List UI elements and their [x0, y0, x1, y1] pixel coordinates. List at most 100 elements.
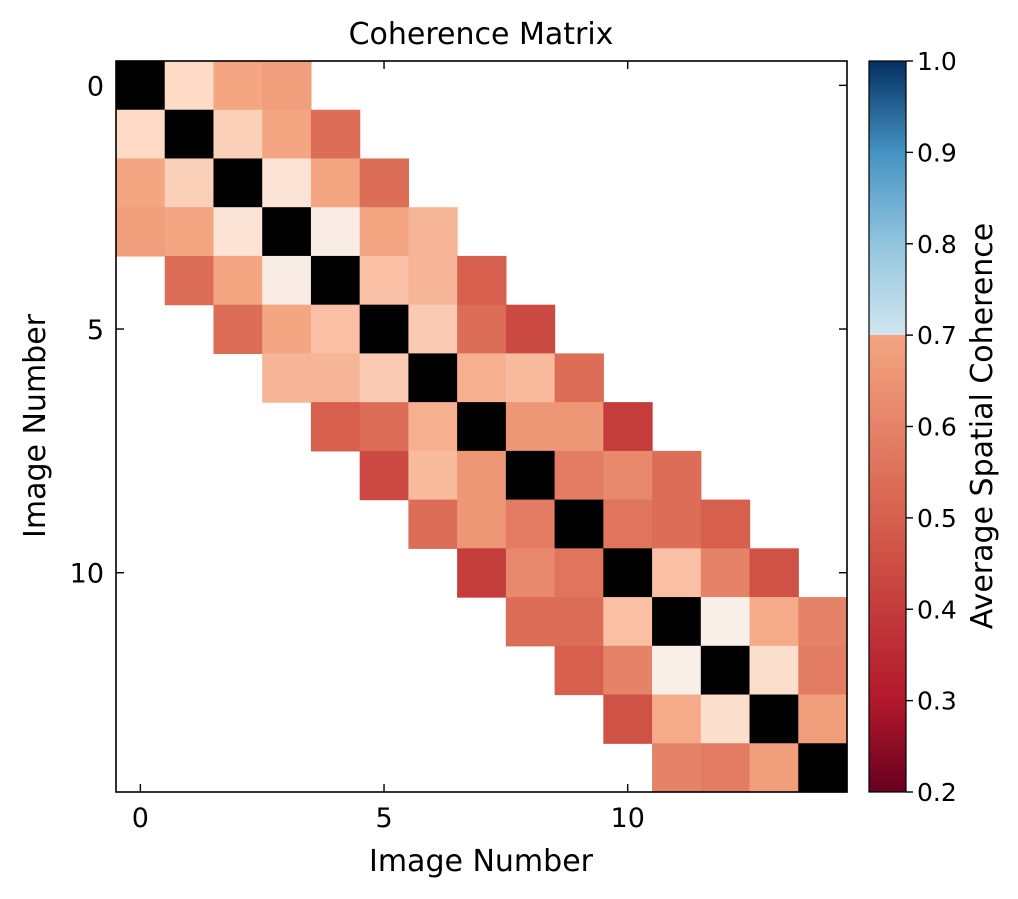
heatmap-cell: [408, 207, 458, 257]
heatmap-cell: [457, 450, 507, 501]
colorbar-tick-label: 0.7: [917, 321, 957, 350]
heatmap-cell: [164, 255, 215, 306]
heatmap-cell: [554, 597, 604, 647]
y-axis-ticks: 0 5 10: [70, 71, 847, 590]
diagonal-cell: [457, 402, 507, 452]
diagonal-cell: [554, 499, 604, 549]
colorbar-tick-label: 0.6: [917, 413, 957, 442]
heatmap-cell: [603, 645, 653, 696]
chart-title: Coherence Matrix: [349, 17, 614, 52]
colorbar-tick-label: 0.2: [917, 778, 957, 807]
heatmap-cell: [505, 499, 556, 549]
heatmap-cell: [408, 402, 458, 452]
colorbar-tick-label: 1.0: [917, 47, 957, 76]
heatmap-cell: [603, 694, 653, 744]
diagonal-cell: [603, 548, 653, 598]
heatmap-cell: [700, 548, 751, 598]
heatmap-cell: [603, 402, 653, 452]
heatmap-cell: [310, 353, 361, 403]
diagonal-cell: [116, 61, 166, 111]
heatmap-cell: [213, 109, 263, 160]
heatmap-cell: [652, 548, 702, 598]
x-tick-label: 5: [375, 803, 392, 834]
heatmap-cell: [700, 597, 751, 647]
y-axis-label: Image Number: [18, 313, 53, 538]
y-tick-label: 0: [87, 71, 104, 102]
heatmap-cell: [262, 61, 312, 111]
x-axis-ticks: 0 5 10: [132, 61, 645, 834]
heatmap-cell: [457, 255, 507, 306]
x-tick-label: 10: [611, 803, 645, 834]
heatmap-cell: [505, 304, 556, 354]
heatmap-cell: [700, 694, 751, 744]
heatmap-cell: [164, 61, 215, 111]
heatmap-cell: [505, 597, 556, 647]
heatmap-cell: [359, 402, 409, 452]
heatmap-cell: [505, 353, 556, 403]
heatmap-cell: [359, 450, 409, 501]
heatmap-cell: [116, 109, 166, 160]
heatmap-cell: [116, 158, 166, 208]
heatmap-cell: [213, 61, 263, 111]
heatmap-cell: [749, 597, 799, 647]
heatmap-cell: [359, 207, 409, 257]
diagonal-cell: [359, 304, 409, 354]
heatmap-cell: [213, 207, 263, 257]
heatmap-cell: [310, 109, 361, 160]
heatmap-cell: [164, 207, 215, 257]
heatmap-cell: [603, 450, 653, 501]
heatmap-cell: [213, 304, 263, 354]
heatmap-cell: [603, 597, 653, 647]
heatmap-cell: [652, 645, 702, 696]
diagonal-cell: [310, 255, 361, 306]
x-tick-label: 0: [132, 803, 149, 834]
heatmap-cell: [554, 548, 604, 598]
heatmap-cell: [262, 304, 312, 354]
colorbar-tick-label: 0.9: [917, 138, 957, 167]
heatmap-cell: [310, 402, 361, 452]
heatmap-cell: [652, 450, 702, 501]
colorbar-label: Average Spatial Coherence: [965, 223, 1000, 629]
heatmap-cell: [554, 645, 604, 696]
heatmap-cell: [310, 158, 361, 208]
heatmap-cell: [798, 694, 848, 744]
diagonal-cell: [408, 353, 458, 403]
heatmap-cell: [408, 255, 458, 306]
heatmap-cell: [798, 645, 848, 696]
colorbar-tick-label: 0.3: [917, 687, 957, 716]
heatmap-cell: [652, 743, 702, 793]
heatmap-cell: [554, 450, 604, 501]
diagonal-cell: [798, 743, 848, 793]
heatmap-cell: [408, 304, 458, 354]
heatmap-cell: [652, 499, 702, 549]
heatmap-cells: [116, 61, 848, 793]
y-tick-label: 5: [87, 315, 104, 346]
heatmap-cell: [262, 353, 312, 403]
x-axis-label: Image Number: [369, 844, 594, 879]
colorbar-tick-label: 0.4: [917, 595, 957, 624]
diagonal-cell: [700, 645, 751, 696]
heatmap-cell: [262, 255, 312, 306]
diagonal-cell: [164, 109, 215, 160]
heatmap-cell: [262, 109, 312, 160]
diagonal-cell: [505, 450, 556, 501]
heatmap-cell: [310, 304, 361, 354]
diagonal-cell: [749, 694, 799, 744]
heatmap-cell: [457, 548, 507, 598]
heatmap-cell: [457, 304, 507, 354]
heatmap-cell: [505, 548, 556, 598]
heatmap-cell: [359, 255, 409, 306]
heatmap-cell: [213, 255, 263, 306]
heatmap-cell: [457, 353, 507, 403]
heatmap-cell: [554, 353, 604, 403]
diagonal-cell: [652, 597, 702, 647]
heatmap-cell: [310, 207, 361, 257]
heatmap-cell: [116, 207, 166, 257]
heatmap-cell: [457, 499, 507, 549]
heatmap-cell: [408, 499, 458, 549]
heatmap-cell: [359, 158, 409, 208]
heatmap-cell: [262, 158, 312, 208]
colorbar-ticks: 0.2 0.3 0.4 0.5 0.6 0.7 0.8 0.9 1.0: [906, 47, 957, 807]
colorbar-tick-label: 0.5: [917, 504, 957, 533]
